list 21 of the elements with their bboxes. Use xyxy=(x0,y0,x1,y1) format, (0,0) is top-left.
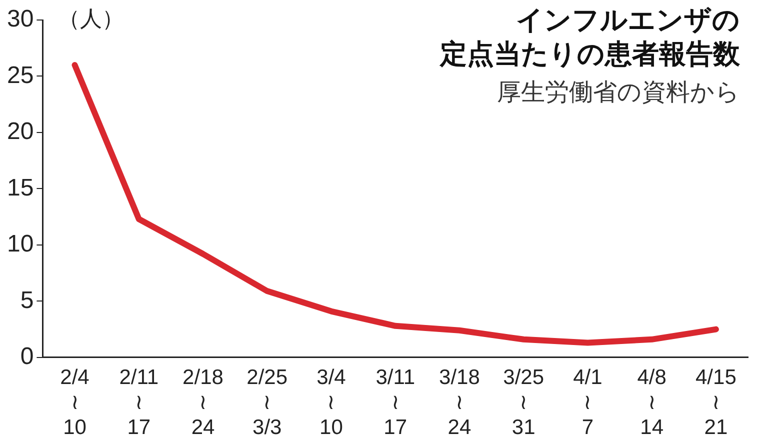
x-tick-label: 2/18 ≀ 24 xyxy=(182,366,224,440)
y-tick-label: 30 xyxy=(6,6,34,33)
text: 厚生労働省の資料から xyxy=(497,77,740,108)
x-tick-label: 2/11 ≀ 17 xyxy=(119,366,159,440)
y-tick-label: 10 xyxy=(6,230,34,258)
y-tick-label: 0 xyxy=(20,343,34,370)
x-tick-label: 3/18 ≀ 24 xyxy=(439,366,480,440)
y-axis-title: （人） xyxy=(58,6,124,34)
x-tick-label: 2/25 ≀ 3/3 xyxy=(246,366,288,440)
chart-title: インフルエンザの定点当たりの患者報告数 xyxy=(440,4,740,72)
y-tick-label: 15 xyxy=(6,174,34,202)
y-tick-label: 20 xyxy=(6,118,34,146)
y-tick-label: 25 xyxy=(6,62,34,89)
x-tick-label: 4/1 ≀ 7 xyxy=(573,366,602,440)
x-tick-label: 4/15 ≀ 21 xyxy=(696,366,736,440)
x-tick-label: 3/4 ≀ 10 xyxy=(316,366,346,440)
y-tick-label: 5 xyxy=(20,286,34,314)
x-tick-label: 4/8 ≀ 14 xyxy=(637,366,666,440)
x-tick-label: 3/25 ≀ 31 xyxy=(503,366,544,440)
x-tick-label: 2/4 ≀ 10 xyxy=(60,366,90,440)
x-tick-label: 3/11 ≀ 17 xyxy=(376,366,416,440)
